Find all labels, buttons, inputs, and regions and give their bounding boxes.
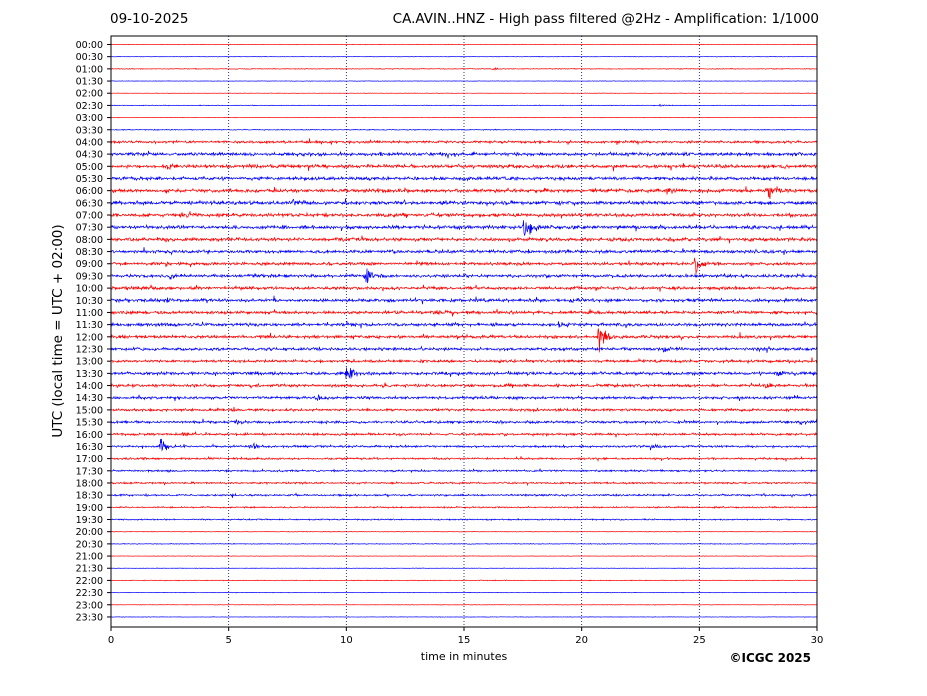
trace-1000 bbox=[110, 284, 818, 292]
trace-0900 bbox=[110, 257, 818, 275]
trace-1700 bbox=[110, 455, 818, 462]
x-tick-label: 15 bbox=[458, 635, 471, 646]
trace-1530 bbox=[110, 418, 818, 426]
y-tick-label: 00:30 bbox=[76, 52, 103, 63]
trace-0000 bbox=[110, 43, 818, 46]
x-tick-label: 0 bbox=[108, 635, 114, 646]
y-tick-label: 04:30 bbox=[76, 150, 103, 161]
trace-2330 bbox=[110, 616, 818, 618]
y-tick-label: 23:30 bbox=[76, 612, 103, 623]
copyright-label: ©ICGC 2025 bbox=[729, 651, 811, 665]
y-tick-label: 15:00 bbox=[76, 405, 103, 416]
y-tick-label: 10:30 bbox=[76, 296, 103, 307]
y-tick-label: 01:00 bbox=[76, 64, 103, 75]
y-tick-label: 07:30 bbox=[76, 223, 103, 234]
trace-1630 bbox=[110, 438, 818, 452]
trace-0030 bbox=[110, 55, 818, 58]
trace-0500 bbox=[110, 162, 818, 172]
y-tick-label: 18:00 bbox=[76, 478, 103, 489]
y-tick-label: 14:30 bbox=[76, 393, 103, 404]
x-tick-label: 30 bbox=[811, 635, 824, 646]
x-tick-label: 5 bbox=[225, 635, 231, 646]
x-tick-group: 0 5 10 15 20 25 30 bbox=[108, 627, 824, 646]
y-tick-label: 12:30 bbox=[76, 345, 103, 356]
y-axis-label: UTC (local time = UTC + 02:00) bbox=[50, 224, 66, 437]
y-tick-label: 05:30 bbox=[76, 174, 103, 185]
y-tick-label: 18:30 bbox=[76, 491, 103, 502]
y-tick-label: 10:00 bbox=[76, 284, 103, 295]
y-tick-label: 19:30 bbox=[76, 515, 103, 526]
y-tick-label: 04:00 bbox=[76, 137, 103, 148]
y-tick-label: 02:00 bbox=[76, 89, 103, 100]
y-tick-label: 20:00 bbox=[76, 527, 103, 538]
trace-0800 bbox=[110, 235, 818, 244]
trace-0700 bbox=[110, 211, 818, 219]
grid-group bbox=[228, 36, 700, 627]
trace-2230 bbox=[110, 591, 818, 594]
y-tick-label: 13:00 bbox=[76, 357, 103, 368]
y-tick-label: 01:30 bbox=[76, 77, 103, 88]
y-tick-label: 21:30 bbox=[76, 564, 103, 575]
y-tick-label: 06:00 bbox=[76, 186, 103, 197]
trace-1430 bbox=[110, 393, 818, 402]
trace-0930 bbox=[110, 268, 818, 284]
y-tick-label: 20:30 bbox=[76, 539, 103, 550]
y-tick-label: 14:00 bbox=[76, 381, 103, 392]
x-tick-label: 25 bbox=[693, 635, 706, 646]
y-tick-label: 09:30 bbox=[76, 271, 103, 282]
y-tick-label: 06:30 bbox=[76, 198, 103, 209]
y-tick-label: 23:00 bbox=[76, 600, 103, 611]
trace-0530 bbox=[110, 175, 818, 182]
trace-2100 bbox=[110, 555, 818, 557]
trace-0430 bbox=[110, 150, 818, 159]
trace-1030 bbox=[110, 295, 818, 305]
y-tick-label: 05:00 bbox=[76, 162, 103, 173]
y-tick-label: 12:00 bbox=[76, 332, 103, 343]
y-tick-label: 13:30 bbox=[76, 369, 103, 380]
y-tick-label: 11:30 bbox=[76, 320, 103, 331]
trace-1500 bbox=[110, 406, 818, 413]
y-tick-label: 03:30 bbox=[76, 125, 103, 136]
y-tick-label: 22:00 bbox=[76, 576, 103, 587]
y-tick-label: 08:00 bbox=[76, 235, 103, 246]
y-tick-label: 19:00 bbox=[76, 503, 103, 514]
y-tick-label: 22:30 bbox=[76, 588, 103, 599]
header-date: 09-10-2025 bbox=[110, 11, 189, 27]
y-tick-label: 02:30 bbox=[76, 101, 103, 112]
y-tick-label: 17:00 bbox=[76, 454, 103, 465]
x-tick-label: 10 bbox=[340, 635, 353, 646]
trace-2200 bbox=[110, 579, 818, 582]
y-tick-label: 16:00 bbox=[76, 430, 103, 441]
y-tick-label: 00:00 bbox=[76, 40, 103, 51]
trace-0730 bbox=[110, 220, 818, 237]
y-tick-label: 15:30 bbox=[76, 418, 103, 429]
y-tick-label: 09:00 bbox=[76, 259, 103, 270]
y-tick-label: 03:00 bbox=[76, 113, 103, 124]
trace-2130 bbox=[110, 567, 818, 569]
x-tick-label: 20 bbox=[575, 635, 588, 646]
y-tick-label: 07:00 bbox=[76, 211, 103, 222]
y-tick-label: 21:00 bbox=[76, 552, 103, 563]
y-tick-label: 16:30 bbox=[76, 442, 103, 453]
y-tick-label: 08:30 bbox=[76, 247, 103, 258]
x-axis-label: time in minutes bbox=[421, 650, 508, 663]
y-tick-label: 11:00 bbox=[76, 308, 103, 319]
trace-1730 bbox=[110, 468, 818, 474]
trace-0600 bbox=[110, 186, 818, 199]
plot-frame bbox=[110, 35, 818, 628]
trace-2300 bbox=[110, 604, 818, 606]
y-tick-label: 17:30 bbox=[76, 466, 103, 477]
trace-0830 bbox=[110, 247, 818, 256]
chart-title: CA.AVIN..HNZ - High pass filtered @2Hz -… bbox=[392, 11, 819, 27]
